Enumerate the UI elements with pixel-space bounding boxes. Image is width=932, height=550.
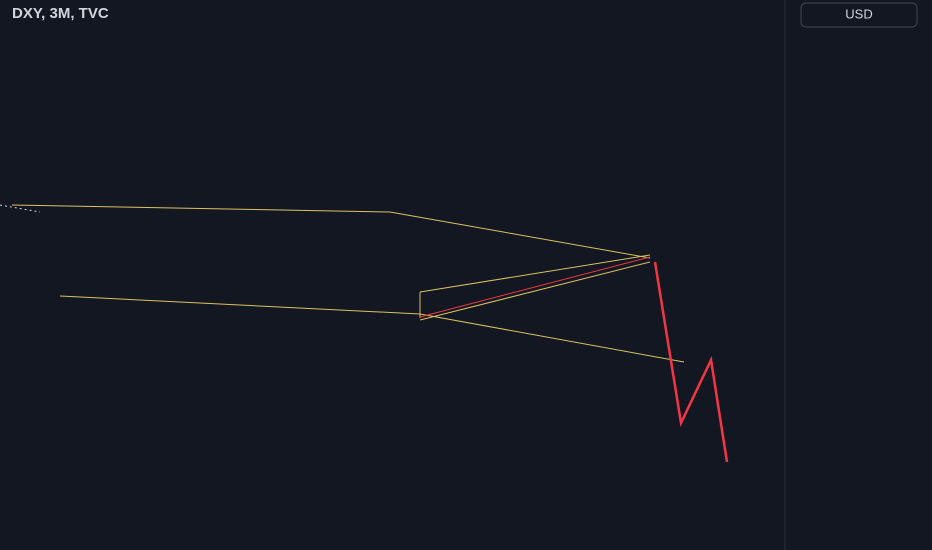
- trend-line: [11, 204, 391, 213]
- projection: [653, 261, 729, 463]
- trend-line: [419, 261, 651, 321]
- trend-line: [419, 313, 685, 363]
- price-scale: [785, 0, 932, 550]
- trend-line: [419, 256, 651, 318]
- projection-line: [653, 261, 729, 463]
- drawings: [0, 204, 685, 363]
- chart-title: DXY, 3M, TVC: [12, 5, 109, 22]
- currency-button[interactable]: [800, 2, 918, 28]
- currency-label[interactable]: USD: [845, 6, 872, 21]
- trend-line: [59, 295, 421, 315]
- trend-line: [419, 254, 651, 293]
- trend-line: [389, 211, 651, 259]
- history-line: [0, 204, 41, 213]
